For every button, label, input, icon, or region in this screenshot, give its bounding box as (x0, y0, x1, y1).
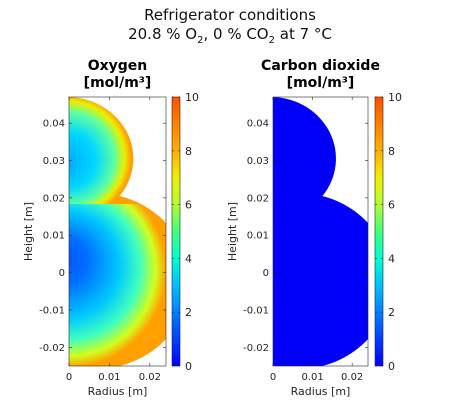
y-tick-label: 0.04 (43, 119, 65, 130)
panel-title: Oxygen (88, 58, 148, 74)
y-tick-label: -0.02 (243, 343, 269, 354)
y-axis-label: Height [m] (22, 202, 35, 261)
colorbar-tick-label: 6 (185, 199, 192, 212)
x-tick-label: 0.02 (341, 372, 363, 383)
x-tick-label: 0 (270, 372, 276, 383)
carbon-dioxide-panel: 0 0.01 0.02 -0.02 -0.01 0 0.01 0.02 0.03 0.04 Carb… (226, 58, 402, 398)
colorbar-tick-label: 0 (388, 360, 395, 373)
panel-title: Carbon dioxide (261, 58, 380, 74)
colorbar-tick-label: 8 (388, 145, 395, 158)
y-axis-label: Height [m] (226, 202, 239, 261)
co2-condition: , 0 % CO (203, 25, 269, 43)
colorbar (374, 96, 384, 367)
y-tick-label: 0.04 (247, 119, 269, 130)
panel-units: [mol/m³] (287, 75, 355, 91)
colorbar-tick-label: 2 (185, 306, 192, 319)
concentration-field (273, 97, 368, 366)
x-tick-label: 0 (66, 372, 72, 383)
co2-subscript: 2 (268, 35, 275, 46)
x-tick-label: 0.01 (98, 372, 120, 383)
y-tick-label: 0.03 (43, 156, 65, 167)
o2-condition: 20.8 % O (128, 25, 198, 43)
panel-units: [mol/m³] (84, 75, 152, 91)
concentration-field (69, 97, 166, 366)
x-axis-label: Radius [m] (88, 385, 148, 398)
y-tick-label: 0 (59, 268, 65, 279)
concentration-upper-region (69, 97, 166, 205)
concentration-fill (273, 97, 368, 366)
figure-conditions: 20.8 % O2, 0 % CO2 at 7 °C (0, 25, 460, 46)
y-tick-label: -0.01 (243, 305, 269, 316)
figure-title: Refrigerator conditions (144, 6, 316, 24)
axes-box (68, 96, 167, 367)
x-tick-label: 0.02 (139, 372, 161, 383)
colorbar-tick-label: 2 (388, 306, 395, 319)
colorbar-tick-label: 0 (185, 360, 192, 373)
y-tick-label: 0.03 (247, 156, 269, 167)
colorbar-tick-label: 10 (388, 91, 402, 104)
colorbar (171, 96, 181, 367)
x-tick-label: 0.01 (301, 372, 323, 383)
y-tick-label: -0.02 (39, 343, 65, 354)
axes-box (272, 96, 369, 367)
y-tick-label: 0.01 (247, 231, 269, 242)
o2-subscript: 2 (197, 35, 204, 46)
colorbar-tick-label: 6 (388, 199, 395, 212)
y-tick-label: 0 (263, 268, 269, 279)
y-tick-label: 0.01 (43, 231, 65, 242)
colorbar-tick-label: 4 (185, 252, 192, 265)
y-tick-label: 0.02 (247, 193, 269, 204)
oxygen-panel: 0 0.01 0.02 -0.02 -0.01 0 0.01 0.02 0.03 0.04 Oxyg… (22, 58, 199, 398)
y-tick-label: 0.02 (43, 193, 65, 204)
x-axis-label: Radius [m] (291, 385, 351, 398)
temperature-condition: at 7 °C (275, 25, 332, 43)
colorbar-tick-label: 10 (185, 91, 199, 104)
colorbar-tick-label: 8 (185, 145, 192, 158)
y-tick-label: -0.01 (39, 305, 65, 316)
colorbar-tick-label: 4 (388, 252, 395, 265)
